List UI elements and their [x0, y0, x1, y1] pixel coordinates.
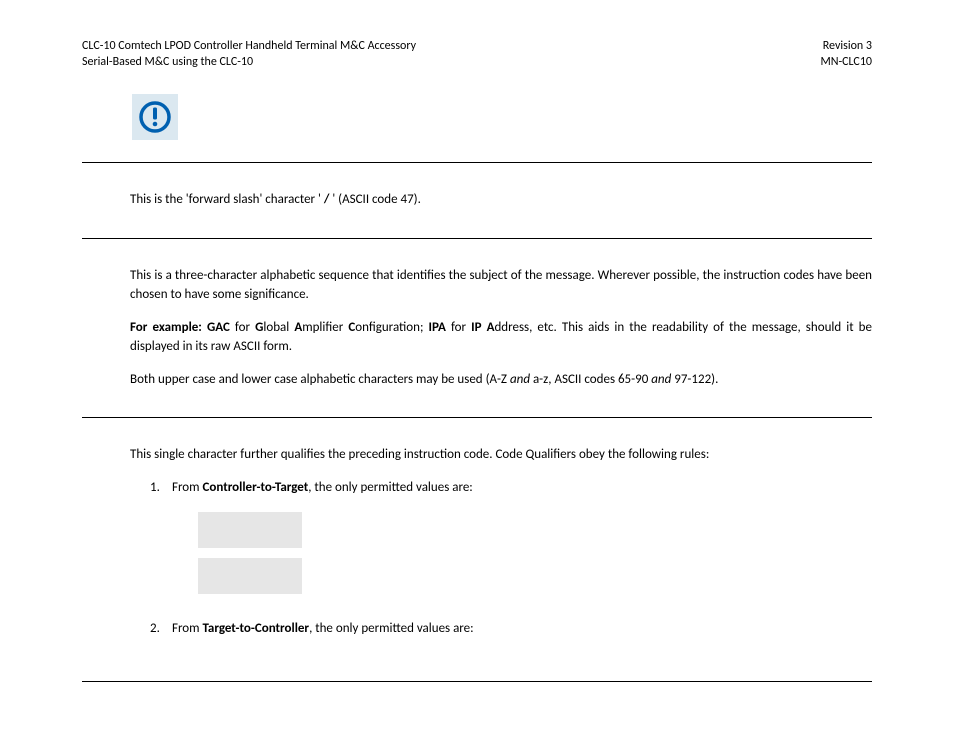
section-instruction-code: This is a three-character alphabetic seq…: [82, 239, 872, 417]
header-right: Revision 3 MN-CLC10: [820, 38, 872, 70]
list-item: 1.From Controller-to-Target, the only pe…: [130, 479, 872, 498]
page-header: CLC-10 Comtech LPOD Controller Handheld …: [82, 38, 872, 70]
placeholder-group: [130, 512, 872, 594]
text-fragment: for: [230, 320, 255, 335]
section-code-qualifier: This single character further qualifies …: [82, 418, 872, 681]
header-revision: Revision 3: [820, 38, 872, 54]
text-fragment: a-z, ASCII codes 65-90: [530, 372, 651, 387]
text-fragment: From: [172, 621, 202, 636]
divider: [82, 681, 872, 682]
placeholder-box: [198, 558, 302, 594]
text-bold: IPA: [429, 320, 446, 335]
text-bold: For example: GAC: [130, 320, 230, 335]
forward-slash-text: This is the 'forward slash' character ' …: [130, 191, 872, 210]
text-fragment: for: [446, 320, 471, 335]
text-fragment: Both upper case and lower case alphabeti…: [130, 372, 510, 387]
placeholder-box: [198, 512, 302, 548]
section-forward-slash: This is the 'forward slash' character ' …: [82, 163, 872, 238]
qualifier-intro: This single character further qualifies …: [130, 446, 872, 465]
instruction-code-case: Both upper case and lower case alphabeti…: [130, 371, 872, 390]
instruction-code-example: For example: GAC for Global Amplifier Co…: [130, 319, 872, 357]
instruction-code-desc: This is a three-character alphabetic seq…: [130, 267, 872, 305]
text-fragment: mplifier: [302, 320, 348, 335]
text-fragment: 97-122).: [671, 372, 718, 387]
text-bold: Target-to-Controller: [202, 621, 309, 636]
text-bold: IP A: [471, 320, 494, 335]
text-fragment: , the only permitted values are:: [309, 621, 474, 636]
list-number: 1.: [150, 479, 172, 498]
alert-icon: [132, 94, 178, 140]
text-fragment: From: [172, 480, 202, 495]
header-subtitle: Serial-Based M&C using the CLC-10: [82, 54, 416, 70]
text-italic: and: [510, 372, 530, 387]
text-fragment: This is the 'forward slash' character ': [130, 192, 324, 207]
header-doc-number: MN-CLC10: [820, 54, 872, 70]
list-item: 2.From Target-to-Controller, the only pe…: [130, 620, 872, 639]
header-title: CLC-10 Comtech LPOD Controller Handheld …: [82, 38, 416, 54]
notice-icon-row: [82, 94, 872, 140]
text-fragment: lobal: [263, 320, 294, 335]
list-number: 2.: [150, 620, 172, 639]
text-italic: and: [651, 372, 671, 387]
text-fragment: ' (ASCII code 47).: [329, 192, 421, 207]
document-page: CLC-10 Comtech LPOD Controller Handheld …: [82, 38, 872, 682]
text-bold: Controller-to-Target: [202, 480, 308, 495]
text-fragment: , the only permitted values are:: [308, 480, 473, 495]
header-left: CLC-10 Comtech LPOD Controller Handheld …: [82, 38, 416, 70]
text-fragment: onfiguration;: [355, 320, 428, 335]
